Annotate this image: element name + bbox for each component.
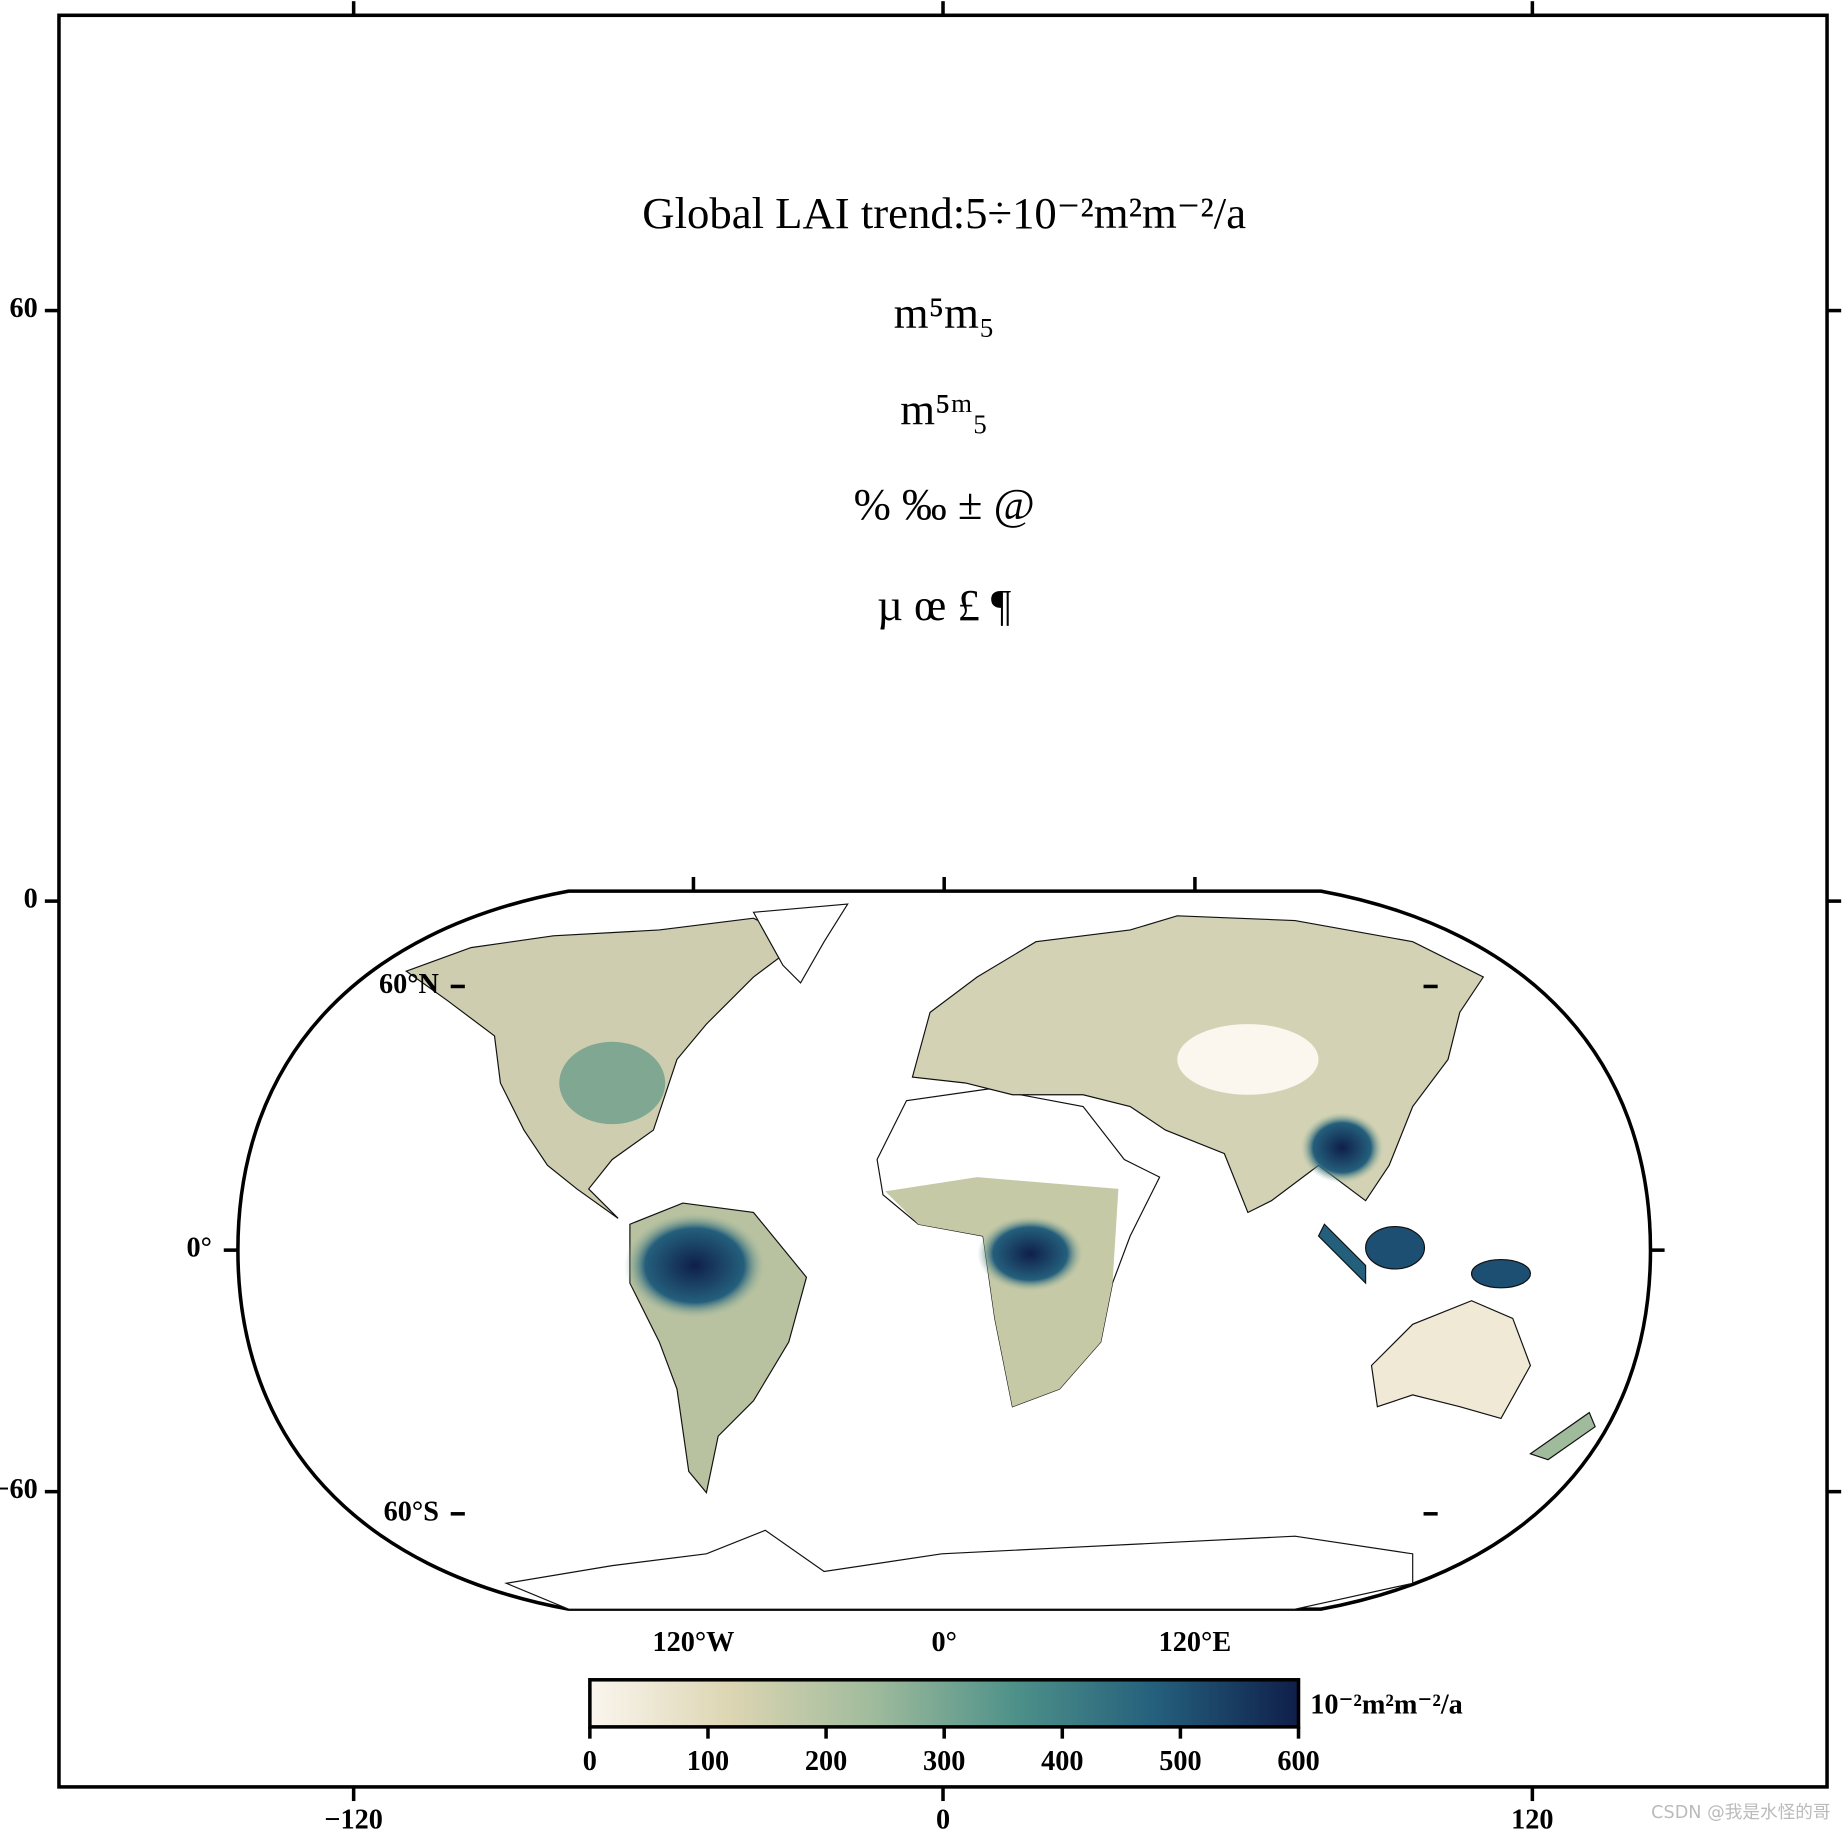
x-tick-label: 120 xyxy=(1511,1805,1553,1834)
region xyxy=(1177,1024,1319,1095)
lon-tick-label: 120°W xyxy=(652,1627,734,1658)
lat-tick-label: 60°N xyxy=(379,969,440,1000)
annotation: m⁵ᵐ₅ xyxy=(900,385,988,435)
annotation: % ‰ ± @ xyxy=(854,479,1035,529)
y-tick-label: −60 xyxy=(0,1474,38,1505)
colorbar-tick-label: 200 xyxy=(805,1746,847,1777)
lon-tick-label: 0° xyxy=(931,1627,956,1658)
greenland xyxy=(752,903,849,984)
region xyxy=(1300,1112,1384,1184)
lon-tick-label: 120°E xyxy=(1159,1627,1232,1658)
sumatra xyxy=(1317,1223,1367,1285)
map xyxy=(236,889,1653,1611)
colorbar xyxy=(588,1678,1301,1729)
annotation: µ œ £ ¶ xyxy=(877,580,1011,630)
colorbar-label: 10⁻²m²m⁻²/a xyxy=(1310,1689,1463,1720)
watermark: CSDN @我是水怪的哥 xyxy=(1651,1802,1830,1823)
annotation: m⁵m₅ xyxy=(894,288,995,338)
new-zealand xyxy=(1529,1411,1596,1461)
australia xyxy=(1370,1300,1532,1420)
y-tick-label: 0 xyxy=(24,884,38,915)
lat-tick-label: 0° xyxy=(187,1233,212,1264)
x-tick-label: −120 xyxy=(324,1805,382,1834)
region xyxy=(977,1215,1084,1292)
annotation: Global LAI trend:5÷10⁻²m²m⁻²/a xyxy=(642,188,1246,238)
region xyxy=(559,1041,666,1125)
colorbar-tick-label: 500 xyxy=(1159,1746,1201,1777)
lat-tick-label: 60°S xyxy=(384,1496,439,1527)
borneo xyxy=(1365,1226,1426,1270)
colorbar-tick-label: 400 xyxy=(1041,1746,1083,1777)
y-tick-label: 60 xyxy=(10,293,38,324)
colorbar-tick-label: 0 xyxy=(583,1746,597,1777)
colorbar-tick-label: 100 xyxy=(687,1746,729,1777)
colorbar-tick-label: 300 xyxy=(923,1746,965,1777)
x-tick-label: 0 xyxy=(936,1805,950,1834)
new-guinea xyxy=(1470,1258,1531,1289)
antarctica xyxy=(504,1529,1414,1610)
colorbar-tick-label: 600 xyxy=(1277,1746,1319,1777)
region xyxy=(624,1212,766,1319)
